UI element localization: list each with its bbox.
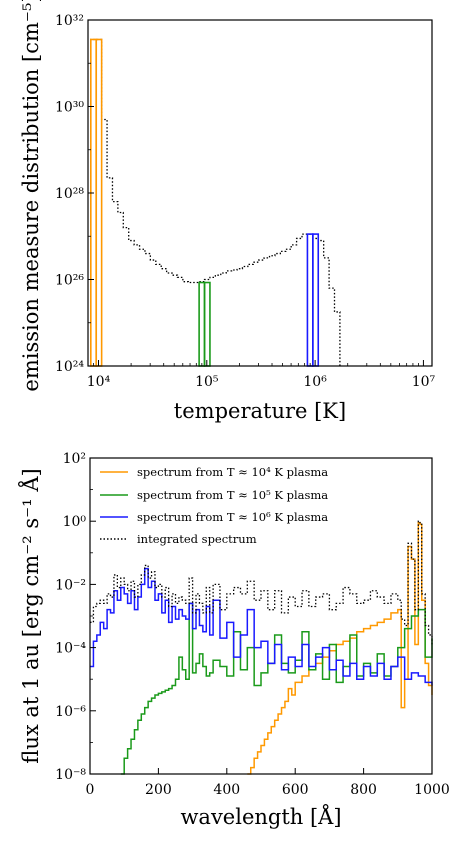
spectrum-x-tick-label: 600 <box>282 782 309 798</box>
emd-y-tick-label: 10²⁶ <box>55 273 84 289</box>
emd-x-tick-label: 10⁷ <box>412 374 436 390</box>
emd-bar-1-1 <box>95 38 103 367</box>
legend-label-integrated: integrated spectrum <box>137 532 257 546</box>
spectrum-ticks: 0 200 400 600 800 1000 10⁻⁸ 10⁻⁶ 10⁻⁴ 10⁻² 10⁰ 10² <box>55 451 450 798</box>
spectrum-y-tick-label: 10⁻⁶ <box>55 704 86 720</box>
spectrum-legend: spectrum from T ≈ 10⁴ K plasma spectrum … <box>100 465 328 546</box>
spectrum-x-tick-label: 1000 <box>414 782 450 798</box>
spectrum-x-tick-label: 400 <box>213 782 240 798</box>
emd-integrated-step <box>90 38 341 366</box>
legend-label-1e4: spectrum from T ≈ 10⁴ K plasma <box>137 465 328 479</box>
emd-bar-2-0 <box>198 281 206 367</box>
spectrum-y-tick-label: 10⁻² <box>55 577 86 593</box>
emd-y-tick-label: 10³⁰ <box>55 100 84 116</box>
emd-x-axis-label: temperature [K] <box>174 399 346 423</box>
spectrum-y-tick-label: 10⁻⁴ <box>55 641 86 657</box>
spectrum-x-axis-label: wavelength [Å] <box>180 804 341 829</box>
emd-bar-3-1 <box>312 233 320 367</box>
emd-y-tick-label: 10²⁸ <box>55 186 84 202</box>
emd-bar-3-0 <box>306 233 314 367</box>
spectrum-1e6-line <box>90 567 433 686</box>
emd-y-tick-label: 10³² <box>55 13 84 29</box>
spectrum-y-tick-label: 10² <box>63 451 86 467</box>
legend-label-1e5: spectrum from T ≈ 10⁵ K plasma <box>137 488 328 502</box>
spectrum-integrated-line <box>90 520 433 645</box>
legend-label-1e6: spectrum from T ≈ 10⁶ K plasma <box>137 510 328 524</box>
emd-panel: 10⁴ 10⁵ 10⁶ 10⁷ 10²⁴ 10²⁶ 10²⁸ 10³⁰ 10³² tempera… <box>19 0 436 423</box>
emd-data-layer <box>90 38 341 367</box>
spectrum-y-axis-label: flux at 1 au [erg cm⁻² s⁻¹ Å] <box>18 468 43 763</box>
emd-x-tick-label: 10⁵ <box>195 374 219 390</box>
spectrum-y-tick-label: 10⁻⁸ <box>55 767 86 783</box>
emd-bar-2-1 <box>203 281 211 367</box>
emd-y-axis-label: emission measure distribution [cm⁻⁵] <box>19 0 43 392</box>
spectrum-data-layer <box>90 520 433 775</box>
spectrum-y-tick-label: 10⁰ <box>63 514 87 530</box>
emd-plot-frame <box>87 19 433 367</box>
emd-x-tick-label: 10⁶ <box>303 374 327 390</box>
spectrum-1e5-line <box>120 602 433 775</box>
emd-ticks: 10⁴ 10⁵ 10⁶ 10⁷ 10²⁴ 10²⁶ 10²⁸ 10³⁰ 10³² <box>55 13 436 390</box>
emd-y-tick-label: 10²⁴ <box>55 359 84 375</box>
spectrum-plot-frame <box>89 457 433 775</box>
emd-x-tick-label: 10⁴ <box>87 374 111 390</box>
spectrum-x-tick-label: 800 <box>350 782 377 798</box>
spectrum-x-tick-label: 0 <box>86 782 95 798</box>
spectrum-panel: 0 200 400 600 800 100010⁻⁸10⁻⁶10⁻⁴10⁻²10⁰10² … <box>18 451 450 829</box>
spectrum-x-tick-label: 200 <box>145 782 172 798</box>
emd-bar-1-0 <box>90 38 98 367</box>
